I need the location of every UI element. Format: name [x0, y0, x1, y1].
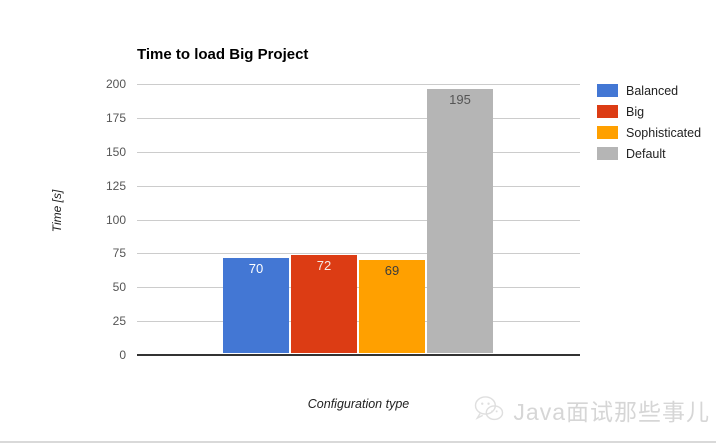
y-tick-label: 125 [105, 178, 126, 193]
bar-value-label: 195 [449, 91, 471, 107]
legend-item-default: Default [597, 146, 701, 161]
gridline [137, 151, 580, 153]
bar-big: 72 [291, 255, 357, 353]
legend-label: Big [626, 104, 645, 119]
legend-item-big: Big [597, 104, 701, 119]
legend-swatch [597, 84, 618, 97]
x-axis-line [137, 354, 580, 356]
y-tick-label: 50 [112, 280, 126, 295]
gridline [137, 287, 580, 289]
x-axis-title: Configuration type [307, 397, 410, 411]
legend-swatch [597, 105, 618, 118]
gridline [137, 185, 580, 187]
bar-value-label: 70 [248, 261, 264, 277]
y-axis-title: Time [s] [50, 189, 64, 233]
gridline [137, 84, 580, 85]
gridline [137, 321, 580, 323]
y-tick-label: 175 [105, 110, 126, 125]
bar-value-label: 72 [316, 258, 332, 274]
gridline [137, 253, 580, 255]
legend-swatch [597, 126, 618, 139]
y-tick-label: 75 [112, 246, 126, 261]
legend-label: Balanced [626, 83, 679, 98]
plot-area: 70 72 69 195 [137, 84, 580, 356]
gridline [137, 117, 580, 119]
gridline [137, 219, 580, 221]
bar-sophisticated: 69 [359, 259, 425, 353]
bar-default: 195 [427, 88, 493, 353]
chart-title: Time to load Big Project [137, 46, 309, 63]
legend-label: Sophisticated [626, 125, 702, 140]
wechat-logo-icon [475, 396, 504, 421]
y-tick-label: 200 [105, 77, 126, 91]
legend-swatch [597, 147, 618, 160]
y-tick-label: 150 [105, 144, 126, 159]
legend-item-sophisticated: Sophisticated [597, 125, 702, 140]
watermark: Java面试那些事儿 [471, 392, 710, 428]
legend-item-balanced: Balanced [597, 83, 701, 98]
bar-value-label: 69 [384, 262, 400, 278]
bottom-divider [0, 441, 716, 443]
watermark-text: Java面试那些事儿 [513, 399, 710, 425]
bar-balanced: 70 [223, 258, 289, 353]
y-tick-label: 25 [112, 314, 126, 329]
y-tick-label: 100 [105, 212, 126, 227]
y-tick-label: 0 [119, 348, 126, 362]
legend-label: Default [626, 146, 666, 161]
chart-legend: Balanced Big Sophisticated Default [597, 84, 701, 168]
